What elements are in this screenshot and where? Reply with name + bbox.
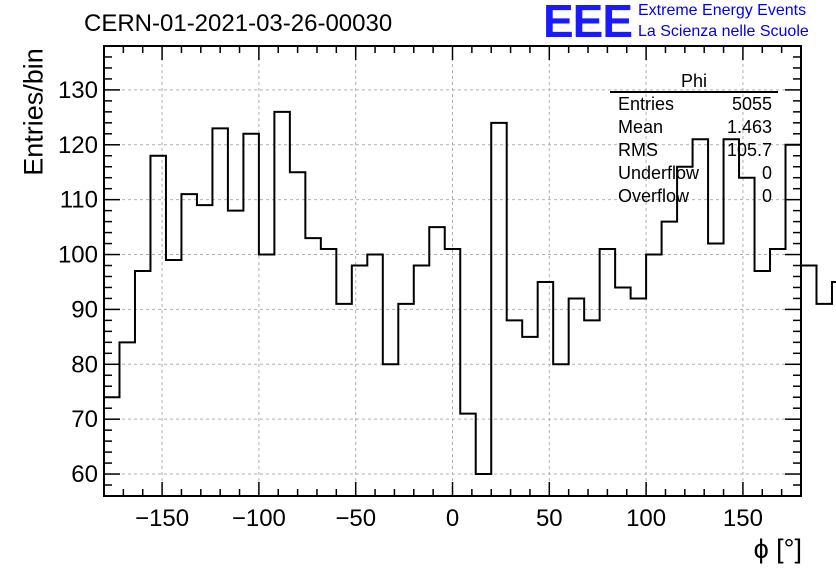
y-tick-label: 100 (58, 242, 98, 269)
histogram-bin (305, 238, 320, 496)
y-tick-label: 120 (58, 132, 98, 159)
x-tick-label: −50 (335, 505, 376, 532)
histogram-bin (569, 298, 584, 496)
x-axis-label: ϕ [°] (753, 534, 802, 564)
histogram-series (103, 110, 836, 496)
histogram-bin (166, 260, 181, 496)
histogram-bin (507, 320, 522, 496)
histogram-bin (631, 298, 646, 496)
logo-caption-line2: La Scienza nelle Scuole (638, 23, 809, 40)
histogram-bin (832, 282, 836, 496)
histogram-bin (274, 112, 289, 496)
x-tick-label: 100 (626, 505, 666, 532)
y-tick-label: 60 (71, 461, 98, 488)
histogram-bin (228, 211, 243, 496)
histogram-bin (816, 304, 831, 496)
histogram-bin (538, 282, 553, 496)
histogram-bin (104, 397, 119, 496)
histogram-bin (646, 255, 661, 496)
y-tick-label: 110 (60, 187, 98, 214)
histogram-bin (290, 172, 305, 496)
histogram-bin (615, 287, 630, 496)
stats-label: Underflow (618, 163, 700, 183)
x-tick-label: −150 (135, 505, 189, 532)
y-tick-label: 80 (71, 351, 98, 378)
histogram-bin (259, 255, 274, 496)
histogram-bin (476, 474, 491, 496)
histogram-bin (584, 320, 599, 496)
stats-row-rms: RMS 105.7 (610, 139, 778, 162)
x-tick-label: 150 (723, 505, 763, 532)
histogram-bin (491, 123, 506, 496)
histogram-bin (150, 156, 165, 496)
stats-box: Phi Entries 5055 Mean 1.463 RMS 105.7 Un… (610, 70, 778, 208)
stats-label: RMS (618, 140, 658, 160)
histogram-bin (460, 414, 475, 496)
x-tick-label: 50 (536, 505, 563, 532)
stats-title: Phi (610, 70, 778, 93)
histogram-bin (243, 134, 258, 496)
histogram-bin (801, 266, 816, 496)
stats-label: Overflow (618, 186, 690, 206)
histogram-bin (600, 249, 615, 496)
x-tick-label: −100 (232, 505, 286, 532)
histogram-bin (383, 364, 398, 496)
histogram-bin (429, 227, 444, 496)
histogram-bin (662, 222, 677, 496)
histogram-bin (321, 249, 336, 496)
stats-label: Entries (618, 94, 675, 114)
histogram-bin (398, 304, 413, 496)
histogram-bin (119, 342, 134, 496)
histogram-bin (708, 244, 723, 496)
stats-value: 5055 (731, 94, 772, 114)
histogram-bin (553, 364, 568, 496)
histogram-bin (770, 249, 785, 496)
stats-row-mean: Mean 1.463 (610, 116, 778, 139)
x-tick-label: 0 (446, 505, 459, 532)
y-tick-label: 90 (71, 296, 98, 323)
stats-value: 0 (761, 186, 772, 206)
histogram-bin (414, 266, 429, 496)
histogram-bin (336, 304, 351, 496)
stats-value: 105.7 (726, 140, 772, 160)
y-tick-label: 130 (58, 77, 98, 104)
histogram-bin (135, 271, 150, 496)
histogram-bin (522, 337, 537, 496)
histogram-bin (352, 266, 367, 496)
stats-label: Mean (618, 117, 664, 137)
stats-value: 0 (761, 163, 772, 183)
stats-row-entries: Entries 5055 (610, 93, 778, 116)
run-title: CERN-01-2021-03-26-00030 (84, 10, 393, 37)
histogram-bin (445, 249, 460, 496)
y-tick-label: 70 (71, 406, 98, 433)
histogram-bin (755, 271, 770, 496)
histogram-bin (181, 194, 196, 496)
histogram-bin (212, 128, 227, 496)
histogram-bin (367, 255, 382, 496)
stats-row-overflow: Overflow 0 (610, 185, 778, 208)
stats-value: 1.463 (726, 117, 772, 137)
histogram-bin (739, 178, 754, 496)
histogram-bin (677, 167, 692, 496)
logo-caption-line1: Extreme Energy Events (638, 2, 807, 19)
eee-logo: EEE (543, 0, 633, 47)
stats-row-underflow: Underflow 0 (610, 162, 778, 185)
y-axis-label: Entries/bin (18, 48, 49, 176)
histogram-bin (197, 205, 212, 496)
